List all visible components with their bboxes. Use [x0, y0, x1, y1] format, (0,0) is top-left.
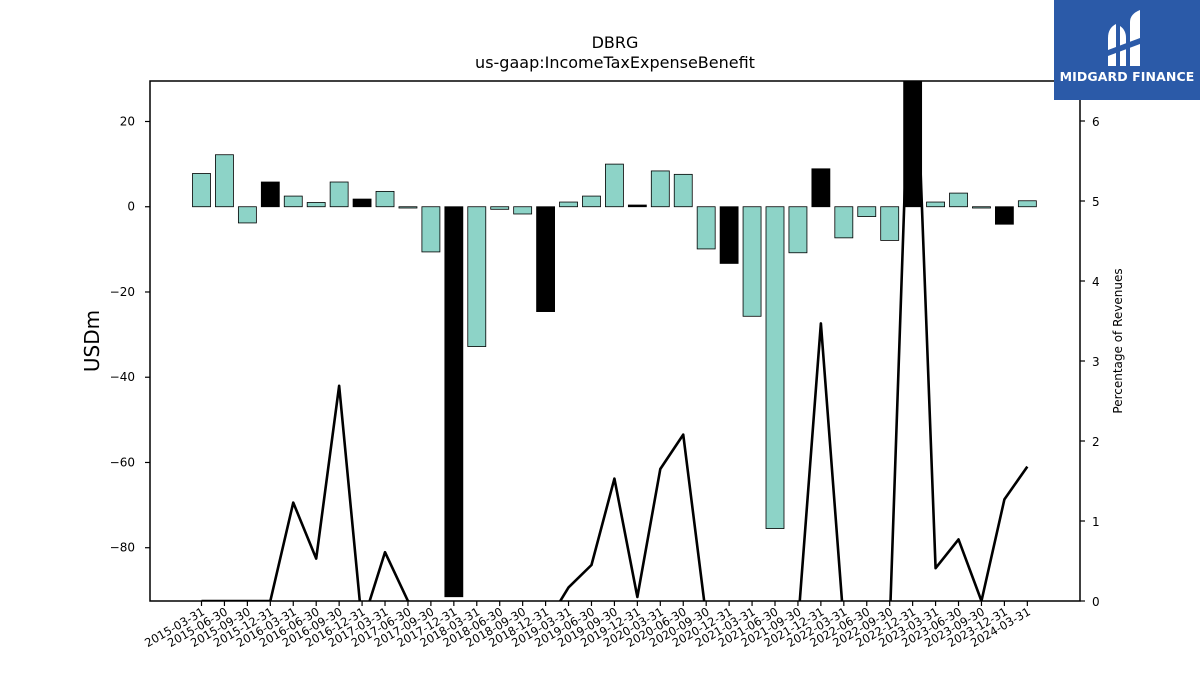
bar-2019-06-30 — [582, 195, 601, 208]
bar-2022-06-30 — [857, 206, 877, 217]
percentage-line — [201, 81, 1029, 601]
bar-2015-03-31 — [192, 173, 211, 208]
bars-layer — [192, 81, 1037, 598]
y-tick-label-0: 0 — [127, 200, 135, 214]
bar-2023-09-30 — [972, 206, 991, 209]
bar-2023-12-31 — [995, 206, 1014, 225]
bar-2015-12-31 — [260, 181, 280, 208]
y-tick-label--20: −20 — [110, 285, 135, 299]
bar-2020-06-30 — [673, 173, 693, 208]
bar-2016-12-31 — [352, 198, 372, 208]
bar-2018-06-30 — [490, 206, 510, 210]
bar-2016-03-31 — [283, 195, 303, 208]
y-tick-label--60: −60 — [110, 455, 135, 469]
y-right-tick-label-0: 0 — [1092, 595, 1100, 609]
right-axis: 0 1 2 3 4 5 6 — [1080, 115, 1100, 609]
y-axis-label: USDm — [80, 310, 104, 372]
y-axis-right-label: Percentage of Revenues — [1111, 268, 1125, 413]
logo-text: MIDGARD FINANCE — [1059, 69, 1195, 84]
bar-2021-06-30 — [765, 206, 785, 529]
x-axis: 2015-03-312015-06-302015-09-302015-12-31… — [142, 601, 1033, 650]
bar-2016-09-30 — [329, 181, 349, 208]
bar-2019-12-31 — [627, 204, 647, 208]
y-tick-label--80: −80 — [110, 541, 135, 555]
y-right-tick-label-3: 3 — [1092, 355, 1100, 369]
y-right-tick-label-6: 6 — [1092, 115, 1100, 129]
y-right-tick-label-5: 5 — [1092, 195, 1100, 209]
bar-2023-03-31 — [926, 201, 945, 208]
bar-2018-09-30 — [513, 206, 533, 215]
bar-2022-09-30 — [880, 206, 900, 241]
y-right-tick-label-2: 2 — [1092, 435, 1100, 449]
chart-subtitle: us-gaap:IncomeTaxExpenseBenefit — [475, 53, 755, 72]
bar-2020-09-30 — [696, 206, 716, 250]
bar-2020-03-31 — [650, 170, 670, 208]
y-tick-label-20: 20 — [120, 114, 135, 128]
bar-2022-03-31 — [834, 206, 854, 239]
bar-2017-09-30 — [421, 206, 441, 253]
bar-2018-12-31 — [536, 206, 555, 312]
y-right-tick-label-1: 1 — [1092, 515, 1100, 529]
bar-2019-03-31 — [559, 201, 578, 208]
bar-2021-09-30 — [788, 206, 808, 254]
bar-2021-12-31 — [811, 168, 831, 208]
bar-2023-06-30 — [949, 192, 968, 208]
midgard-logo-icon — [1108, 10, 1140, 66]
bar-2017-06-30 — [398, 206, 418, 209]
bar-2024-03-31 — [1017, 200, 1037, 208]
bar-2017-12-31 — [444, 206, 464, 598]
bar-2015-09-30 — [237, 206, 257, 224]
y-right-tick-label-4: 4 — [1092, 275, 1100, 289]
bar-2021-03-31 — [742, 206, 762, 317]
y-tick-label--40: −40 — [110, 370, 135, 384]
left-axis: 20 0 −20 −40 −60 −80 — [110, 114, 150, 555]
bar-2017-03-31 — [375, 190, 395, 208]
bar-2020-12-31 — [719, 206, 739, 264]
line-layer — [201, 81, 1029, 601]
bar-2015-06-30 — [215, 154, 234, 208]
bar-2018-03-31 — [467, 206, 487, 347]
bar-2019-09-30 — [605, 163, 624, 208]
chart-title: DBRG — [592, 33, 639, 52]
midgard-logo: MIDGARD FINANCE — [1054, 0, 1200, 100]
bar-2016-06-30 — [306, 202, 326, 208]
